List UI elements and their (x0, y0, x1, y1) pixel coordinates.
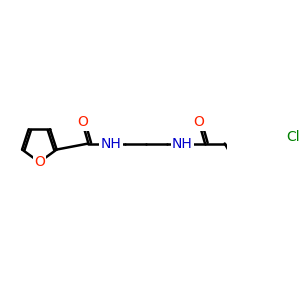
Text: O: O (34, 155, 45, 169)
Text: O: O (194, 115, 204, 129)
Text: NH: NH (172, 136, 193, 151)
Text: O: O (77, 115, 88, 129)
Text: NH: NH (101, 136, 122, 151)
Text: Cl: Cl (286, 130, 300, 144)
